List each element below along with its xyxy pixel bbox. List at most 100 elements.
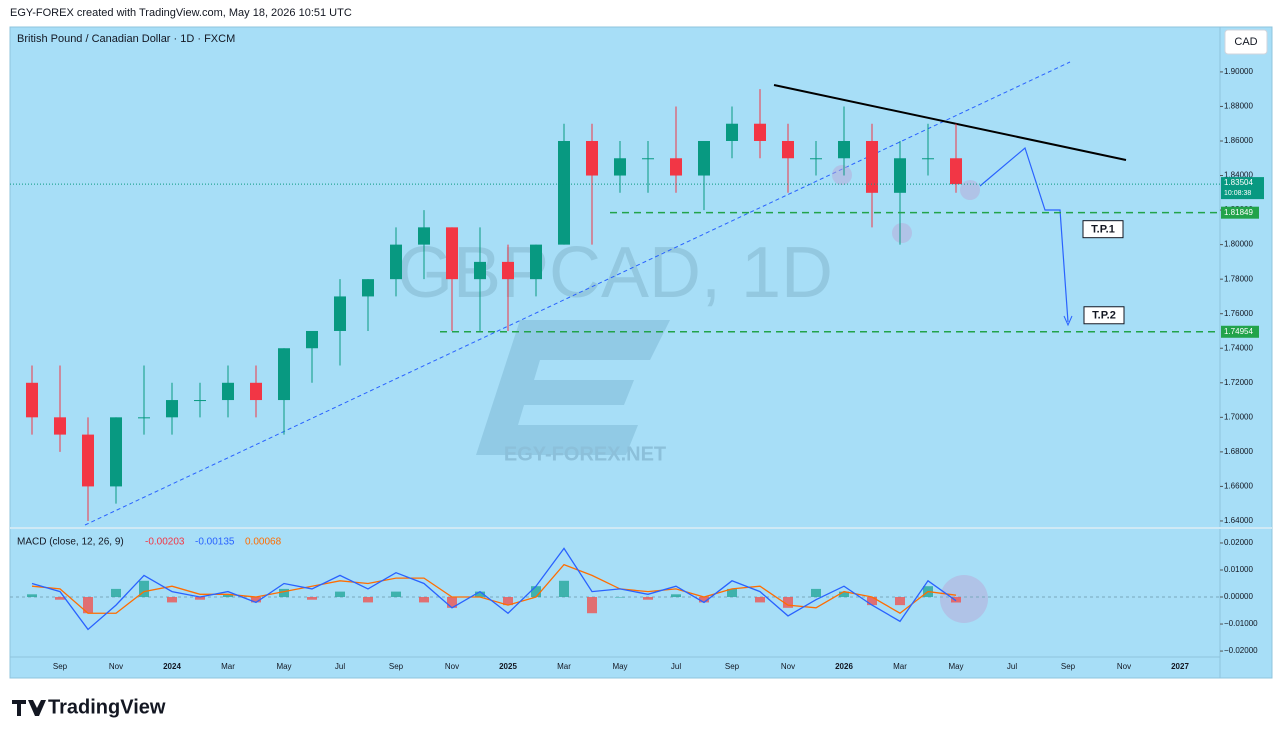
brand-watermark: EGY-FOREX.NET: [504, 443, 666, 465]
currency-button[interactable]: [1224, 29, 1268, 55]
y-tick-label: 0.02000: [1224, 538, 1253, 547]
x-tick-label: Mar: [557, 662, 571, 671]
candle-body: [250, 382, 262, 401]
highlight: [960, 180, 980, 200]
histogram-bar: [951, 597, 961, 603]
histogram-bar: [615, 597, 625, 598]
candle-body: [334, 296, 346, 331]
candle-body: [530, 244, 542, 280]
histogram-bar: [419, 597, 429, 603]
x-tick-label: 2027: [1171, 662, 1189, 671]
indicator-readout: 0.00068: [245, 537, 282, 548]
histogram-bar: [391, 591, 401, 598]
candle-body: [642, 158, 654, 160]
histogram-bar: [139, 580, 149, 598]
x-tick-label: 2025: [499, 662, 517, 671]
chart-frame: [9, 26, 1273, 679]
histogram-bar: [727, 588, 737, 598]
candle-body: [26, 382, 38, 418]
x-tick-label: Sep: [1061, 662, 1076, 671]
histogram-bar: [307, 597, 317, 600]
chart-title: British Pound / Canadian Dollar · 1D · F…: [17, 33, 235, 45]
histogram-bar: [755, 597, 765, 603]
x-tick-label: Jul: [1007, 662, 1017, 671]
y-tick-label: 1.80000: [1224, 240, 1253, 249]
x-tick-label: Mar: [893, 662, 907, 671]
y-tick-label: 1.74000: [1224, 343, 1253, 352]
countdown-label: 10:08:38: [1224, 190, 1251, 197]
y-tick-label: 0.01000: [1224, 565, 1253, 574]
tv-logo: [12, 700, 46, 716]
histogram-bar: [783, 597, 793, 608]
candle-body: [866, 140, 878, 193]
candle-body: [950, 158, 962, 185]
candle-body: [754, 123, 766, 141]
y-tick-label: 1.64000: [1224, 516, 1253, 525]
candle-body: [670, 158, 682, 176]
x-tick-label: Mar: [221, 662, 235, 671]
x-tick-label: 2024: [163, 662, 181, 671]
candle-body: [446, 227, 458, 280]
projection-arrow: [1063, 315, 1073, 327]
last-price-tag: [1221, 177, 1264, 200]
histogram-bar: [839, 591, 849, 598]
histogram-bar: [27, 594, 37, 598]
x-tick-label: Sep: [389, 662, 404, 671]
histogram-bar: [335, 591, 345, 598]
resistance-line: [773, 84, 1127, 161]
y-tick-label: 1.78000: [1224, 274, 1253, 283]
histogram-bar: [83, 597, 93, 614]
price-tag: [1221, 325, 1259, 338]
candle-body: [894, 158, 906, 193]
x-tick-label: Sep: [725, 662, 740, 671]
last-price-label: 1.83504: [1224, 178, 1253, 187]
projection-path: [979, 146, 1069, 323]
watermark: GBPCAD, 1D: [397, 233, 833, 313]
y-tick-label: 1.88000: [1224, 102, 1253, 111]
histogram-bar: [251, 597, 261, 603]
indicator-readout: -0.00203: [145, 537, 185, 548]
target-label: T.P.1: [1091, 224, 1115, 236]
price-tag-label: 1.74954: [1224, 327, 1253, 336]
y-tick-label: −0.02000: [1224, 646, 1258, 655]
candle-body: [194, 400, 206, 402]
candle-body: [698, 140, 710, 176]
price-tag: [1221, 206, 1259, 219]
trend-line: [84, 61, 1071, 526]
x-tick-label: Jul: [335, 662, 345, 671]
candle-body: [474, 261, 486, 280]
histogram-bar: [643, 597, 653, 600]
candle-body: [138, 417, 150, 419]
histogram-bar: [167, 597, 177, 603]
y-tick-label: 1.90000: [1224, 67, 1253, 76]
y-tick-label: 1.70000: [1224, 412, 1253, 421]
y-tick-label: 1.84000: [1224, 171, 1253, 180]
candle-body: [54, 417, 66, 435]
histogram-bar: [195, 597, 205, 600]
x-tick-label: May: [612, 662, 627, 671]
x-tick-label: Sep: [53, 662, 68, 671]
x-tick-label: 2026: [835, 662, 853, 671]
x-tick-label: Nov: [445, 662, 459, 671]
y-tick-label: 1.86000: [1224, 136, 1253, 145]
y-tick-label: −0.01000: [1224, 619, 1258, 628]
indicator-title: MACD (close, 12, 26, 9): [17, 537, 124, 548]
highlight: [832, 165, 852, 185]
histogram-bar: [363, 597, 373, 603]
target-box: [1083, 306, 1125, 325]
header: EGY-FOREX created with TradingView.com, …: [10, 7, 352, 19]
candle-body: [418, 227, 430, 245]
histogram-bar: [559, 580, 569, 598]
histogram-bar: [587, 597, 597, 614]
histogram-bar: [447, 597, 457, 608]
histogram-bar: [811, 588, 821, 598]
histogram-bar: [475, 591, 485, 598]
candle-body: [614, 158, 626, 176]
x-tick-label: Nov: [109, 662, 123, 671]
logo-watermark: [476, 320, 670, 455]
target-box: [1082, 220, 1124, 239]
currency-label: CAD: [1234, 36, 1257, 48]
target-label: T.P.2: [1092, 310, 1116, 322]
